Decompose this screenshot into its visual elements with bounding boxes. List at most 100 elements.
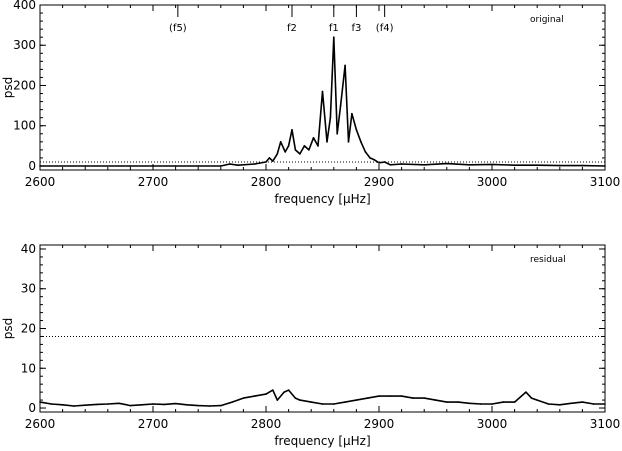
- x-axis-label: frequency [μHz]: [274, 434, 370, 448]
- y-tick-label: 20: [21, 322, 36, 336]
- data-point: [299, 399, 301, 401]
- data-point: [559, 164, 561, 167]
- x-tick-label: 2900: [364, 175, 395, 189]
- data-point: [291, 128, 293, 131]
- x-tick-label: 3000: [477, 175, 508, 189]
- data-point: [366, 397, 369, 399]
- peak-label: (f4): [376, 23, 394, 34]
- data-point: [271, 160, 274, 162]
- data-point: [383, 161, 386, 163]
- data-point: [364, 151, 367, 153]
- data-point: [502, 401, 505, 403]
- data-point: [271, 389, 274, 391]
- data-point: [265, 161, 267, 163]
- data-point: [513, 401, 516, 403]
- y-tick-label: 0: [28, 159, 36, 173]
- y-tick-label: 10: [21, 361, 36, 375]
- x-axis-label: frequency [μHz]: [274, 192, 370, 206]
- panel-tag: original: [530, 15, 564, 25]
- data-point: [276, 399, 279, 401]
- data-point: [107, 403, 109, 405]
- data-point: [129, 404, 132, 407]
- y-tick-label: 200: [13, 78, 36, 92]
- data-point: [570, 402, 572, 405]
- x-tick-label: 2700: [138, 175, 169, 189]
- data-point: [547, 403, 550, 405]
- data-point: [369, 157, 371, 159]
- data-point: [312, 137, 315, 139]
- x-tick-label: 2700: [138, 417, 169, 431]
- data-point: [268, 157, 271, 159]
- data-point: [446, 162, 448, 165]
- data-point: [197, 404, 199, 407]
- data-point: [333, 36, 335, 38]
- data-point: [73, 405, 75, 407]
- data-point: [84, 404, 86, 407]
- y-tick-label: 300: [13, 38, 36, 52]
- data-point: [220, 404, 222, 407]
- data-point: [423, 397, 426, 399]
- data-point: [236, 164, 239, 166]
- data-point: [536, 399, 538, 401]
- data-point: [329, 116, 332, 119]
- data-point: [592, 403, 595, 405]
- y-tick-label: 0: [28, 401, 36, 415]
- data-point: [513, 164, 516, 166]
- data-point: [321, 403, 324, 405]
- peak-label: f3: [351, 23, 361, 34]
- data-point: [294, 397, 297, 399]
- y-axis-label: psd: [1, 318, 15, 340]
- series-line: [40, 36, 606, 167]
- data-point: [559, 404, 561, 406]
- data-point: [344, 64, 346, 67]
- data-point: [95, 403, 98, 406]
- plot-frame: [39, 4, 606, 171]
- data-point: [310, 401, 313, 403]
- data-point: [283, 391, 285, 393]
- data-point: [373, 159, 376, 161]
- data-point: [536, 164, 538, 166]
- y-tick-label: 400: [13, 0, 36, 12]
- data-point: [186, 404, 188, 406]
- data-point: [491, 163, 493, 166]
- data-point: [423, 163, 426, 166]
- data-point: [303, 145, 306, 147]
- x-tick-label: 2800: [251, 175, 282, 189]
- data-point: [339, 104, 342, 107]
- peak-label: f2: [287, 23, 297, 34]
- data-point: [279, 141, 282, 143]
- data-point: [604, 403, 606, 405]
- data-point: [321, 90, 324, 93]
- data-point: [253, 163, 256, 165]
- data-point: [581, 164, 584, 167]
- data-point: [344, 401, 346, 403]
- data-point: [525, 391, 527, 393]
- data-point: [581, 401, 584, 403]
- data-point: [129, 165, 132, 167]
- data-point: [468, 402, 471, 405]
- data-point: [351, 112, 353, 115]
- data-point: [163, 403, 166, 406]
- data-point: [378, 395, 380, 397]
- data-point: [336, 132, 338, 135]
- data-point: [604, 165, 606, 167]
- data-point: [229, 163, 231, 165]
- data-point: [152, 403, 154, 405]
- data-point: [287, 389, 290, 391]
- x-tick-label: 3000: [477, 417, 508, 431]
- x-tick-label: 3100: [590, 175, 621, 189]
- data-point: [360, 141, 362, 143]
- data-point: [253, 395, 256, 397]
- x-tick-label: 2600: [25, 417, 56, 431]
- data-point: [84, 165, 86, 167]
- data-point: [118, 402, 120, 405]
- x-tick-label: 3100: [590, 417, 621, 431]
- data-point: [220, 165, 222, 167]
- data-point: [446, 401, 448, 403]
- data-point: [468, 163, 471, 166]
- data-point: [491, 403, 493, 405]
- data-point: [174, 402, 177, 405]
- data-point: [400, 163, 403, 165]
- data-point: [231, 401, 233, 403]
